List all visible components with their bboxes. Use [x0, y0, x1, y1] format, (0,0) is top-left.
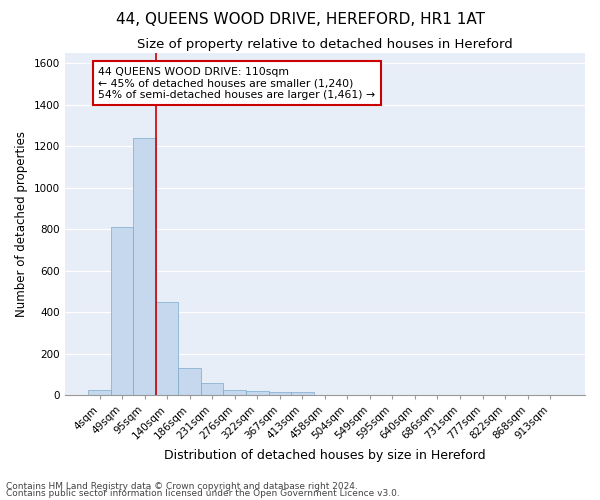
Text: Contains public sector information licensed under the Open Government Licence v3: Contains public sector information licen… — [6, 489, 400, 498]
Bar — [269, 392, 291, 396]
Bar — [88, 390, 111, 396]
Y-axis label: Number of detached properties: Number of detached properties — [15, 131, 28, 317]
Title: Size of property relative to detached houses in Hereford: Size of property relative to detached ho… — [137, 38, 513, 51]
Bar — [111, 228, 133, 396]
Text: Contains HM Land Registry data © Crown copyright and database right 2024.: Contains HM Land Registry data © Crown c… — [6, 482, 358, 491]
Bar — [246, 391, 269, 396]
Bar — [133, 138, 156, 396]
Text: 44 QUEENS WOOD DRIVE: 110sqm
← 45% of detached houses are smaller (1,240)
54% of: 44 QUEENS WOOD DRIVE: 110sqm ← 45% of de… — [98, 66, 376, 100]
Bar — [178, 368, 201, 396]
Bar — [291, 392, 314, 396]
Bar — [156, 302, 178, 396]
Bar — [223, 390, 246, 396]
X-axis label: Distribution of detached houses by size in Hereford: Distribution of detached houses by size … — [164, 450, 485, 462]
Text: 44, QUEENS WOOD DRIVE, HEREFORD, HR1 1AT: 44, QUEENS WOOD DRIVE, HEREFORD, HR1 1AT — [115, 12, 485, 28]
Bar — [201, 383, 223, 396]
